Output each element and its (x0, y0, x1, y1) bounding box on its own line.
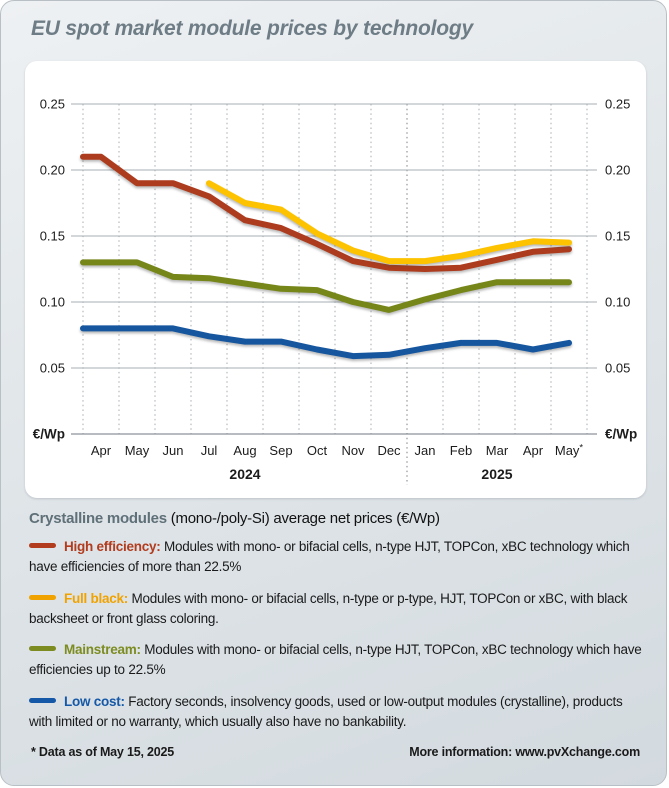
x-tick-label: Dec (377, 443, 401, 458)
legend-item-full-black: Full black: Modules with mono- or bifaci… (29, 589, 644, 630)
legend-label: Full black: (64, 590, 129, 606)
more-information-text: More information: www.pvXchange.com (409, 745, 640, 759)
year-label: 2025 (481, 466, 512, 482)
legend-label: High efficiency: (64, 539, 161, 554)
axis-labels: 0.25 0.25 0.20 0.20 0.15 0.15 0.10 0.10 0.05 0.05… (33, 97, 638, 483)
y-tick-label-left: 0.15 (40, 229, 65, 244)
legend-item-mainstream: Mainstream: Modules with mono- or bifaci… (29, 640, 644, 681)
x-tick-label: Feb (450, 443, 472, 458)
legend-heading: Crystalline modules (mono-/poly-Si) aver… (29, 510, 644, 527)
mainstream-line-swatch-icon (29, 646, 56, 651)
x-tick-label: Jun (163, 443, 184, 458)
full-black-line-swatch-icon (29, 594, 56, 600)
y-tick-label-left: 0.10 (40, 295, 65, 310)
x-tick-label: May* (555, 443, 584, 459)
unit-label-left: €/Wp (33, 427, 65, 442)
x-tick-label: Jul (201, 443, 218, 458)
x-tick-label: Apr (523, 443, 544, 458)
y-tick-label-left: 0.20 (40, 163, 65, 178)
legend-heading-rest: (mono-/poly-Si) average net prices (€/Wp… (166, 510, 440, 527)
x-tick-label: Oct (307, 443, 328, 458)
legend-text: Modules with mono- or bifacial cells, n-… (29, 590, 628, 626)
y-tick-label-right: 0.25 (605, 97, 630, 112)
y-tick-label-left: 0.05 (40, 361, 65, 376)
legend-text: Modules with mono- or bifacial cells, n-… (29, 539, 630, 575)
series-lines (80, 153, 572, 360)
low-cost-line-swatch-icon (29, 697, 56, 703)
legend-item-low-cost: Low cost: Factory seconds, insolvency go… (29, 692, 644, 733)
x-tick-label: Mar (486, 443, 509, 458)
y-tick-label-right: 0.20 (605, 163, 630, 178)
x-tick-label: Apr (91, 443, 112, 458)
x-tick-label: Jan (415, 443, 436, 458)
data-as-of-note: * Data as of May 15, 2025 (31, 745, 174, 759)
line-low-cost (80, 325, 572, 360)
y-tick-label-right: 0.15 (605, 229, 630, 244)
unit-label-right: €/Wp (605, 427, 637, 442)
price-chart: 0.25 0.25 0.20 0.20 0.15 0.15 0.10 0.10 0.05 0.05… (33, 97, 638, 485)
high-efficiency-line-swatch-icon (29, 543, 56, 548)
legend-text: Factory seconds, insolvency goods, used … (29, 693, 623, 729)
x-tick-label: Aug (233, 443, 256, 458)
line-full-black (206, 180, 572, 265)
y-tick-label-left: 0.25 (40, 97, 65, 112)
page-title: EU spot market module prices by technolo… (31, 17, 474, 40)
x-tick-label: Sep (269, 443, 292, 458)
legend-item-high-efficiency: High efficiency: Modules with mono- or b… (29, 537, 644, 578)
legend-heading-strong: Crystalline modules (29, 510, 167, 527)
y-tick-label-right: 0.10 (605, 295, 630, 310)
x-tick-label: Nov (341, 443, 365, 458)
legend: Crystalline modules (mono-/poly-Si) aver… (29, 510, 644, 743)
chart-panel: 0.25 0.25 0.20 0.20 0.15 0.15 0.10 0.10 0.05 0.05… (25, 61, 646, 498)
line-high-efficiency (80, 153, 572, 272)
y-tick-label-right: 0.05 (605, 361, 630, 376)
line-mainstream (80, 259, 572, 313)
legend-text: Modules with mono- or bifacial cells, n-… (29, 642, 642, 678)
legend-label: Mainstream: (64, 642, 141, 657)
x-tick-label: May (125, 443, 150, 458)
legend-label: Low cost: (64, 693, 125, 709)
year-label: 2024 (229, 466, 260, 482)
